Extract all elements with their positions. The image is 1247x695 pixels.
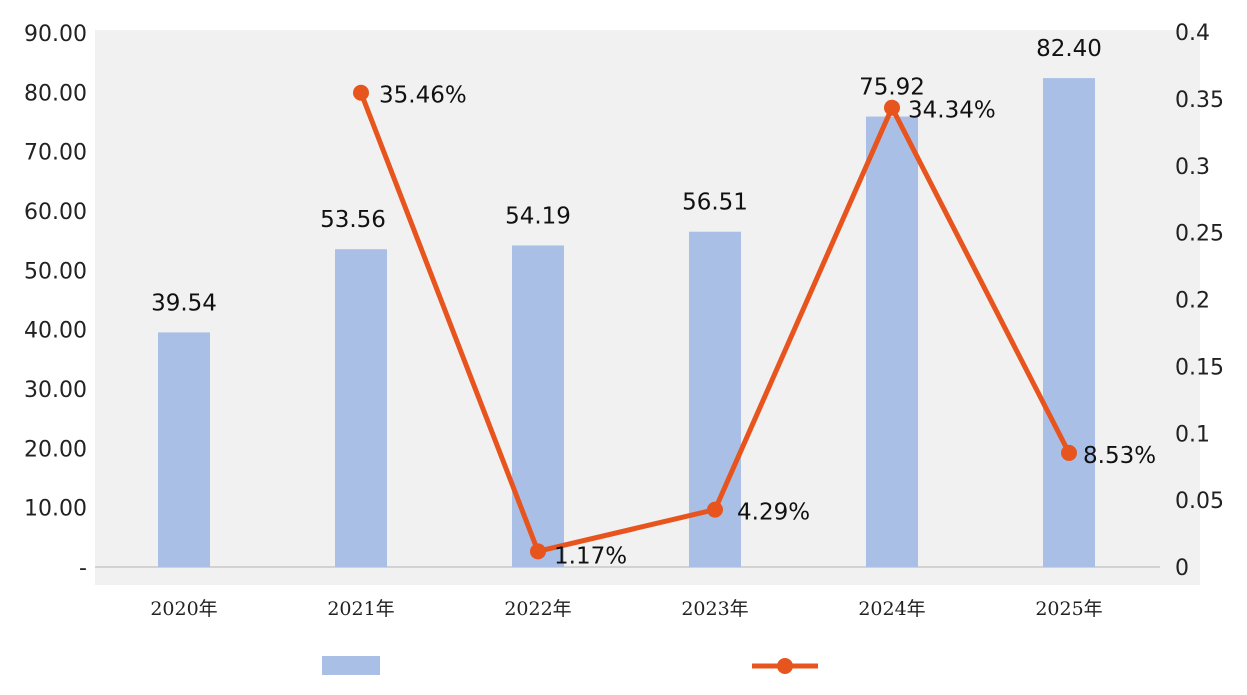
left-tick-label: 10.00: [24, 497, 87, 522]
right-tick-label: 0.1: [1175, 422, 1210, 447]
right-tick-label: 0.4: [1175, 21, 1210, 46]
right-axis-ticks: 0 0.05 0.1 0.15 0.2 0.25 0.3 0.35 0.4: [1175, 21, 1224, 581]
bar: [512, 245, 564, 568]
right-tick-label: 0: [1175, 556, 1189, 581]
bars-layer: [158, 78, 1095, 568]
left-tick-label: 50.00: [24, 259, 87, 284]
line-layer: [353, 84, 1077, 560]
right-tick-label: 0.15: [1175, 355, 1224, 380]
legend-bar-swatch: [322, 656, 380, 675]
bar-value-label: 75.92: [859, 75, 925, 101]
line-point: [530, 543, 546, 560]
bar-value-label: 82.40: [1036, 36, 1102, 62]
right-tick-label: 0.05: [1175, 489, 1224, 514]
plot-background: [95, 30, 1200, 585]
left-tick-label: 90.00: [24, 22, 87, 47]
line-point: [353, 84, 369, 101]
category-label: 2021年: [327, 598, 394, 620]
labels-layer: 39.54 53.56 54.19 56.51 75.92 82.40 35.46% 1.17…: [151, 36, 1156, 569]
left-axis-ticks: - 10.00 20.00 30.00 40.00 50.00 60.00 70.00 80.0…: [24, 22, 87, 581]
legend: [322, 656, 818, 675]
left-tick-label: 70.00: [24, 141, 87, 166]
line-value-label: 8.53%: [1083, 443, 1156, 469]
right-tick-label: 0.2: [1175, 289, 1210, 314]
bar: [1043, 78, 1095, 568]
line-point: [884, 99, 900, 116]
line-value-label: 4.29%: [737, 500, 810, 526]
category-label: 2020年: [150, 598, 217, 620]
line-point: [1061, 444, 1077, 461]
bar-value-label: 39.54: [151, 290, 217, 316]
left-tick-label: -: [79, 556, 87, 581]
left-tick-label: 60.00: [24, 200, 87, 225]
category-label: 2022年: [504, 598, 571, 620]
category-axis-ticks: 2020年 2021年 2022年 2023年 2024年 2025年: [150, 598, 1102, 620]
category-label: 2025年: [1035, 598, 1102, 620]
left-tick-label: 40.00: [24, 319, 87, 344]
line-value-label: 34.34%: [908, 98, 996, 124]
bar: [866, 116, 918, 568]
right-tick-label: 0.25: [1175, 222, 1224, 247]
line-value-label: 1.17%: [554, 543, 627, 569]
right-tick-label: 0.35: [1175, 88, 1224, 113]
category-label: 2023年: [681, 598, 748, 620]
left-tick-label: 20.00: [24, 437, 87, 462]
bar-value-label: 53.56: [320, 207, 386, 233]
right-tick-label: 0.3: [1175, 155, 1210, 180]
bar-value-label: 56.51: [682, 190, 748, 216]
bar: [158, 332, 210, 567]
left-tick-label: 80.00: [24, 81, 87, 106]
legend-line-marker: [777, 658, 793, 674]
line-point: [707, 501, 723, 518]
line-value-label: 35.46%: [379, 83, 467, 109]
bar-value-label: 54.19: [505, 203, 571, 229]
bar: [335, 249, 387, 567]
left-tick-label: 30.00: [24, 378, 87, 403]
category-label: 2024年: [858, 598, 925, 620]
